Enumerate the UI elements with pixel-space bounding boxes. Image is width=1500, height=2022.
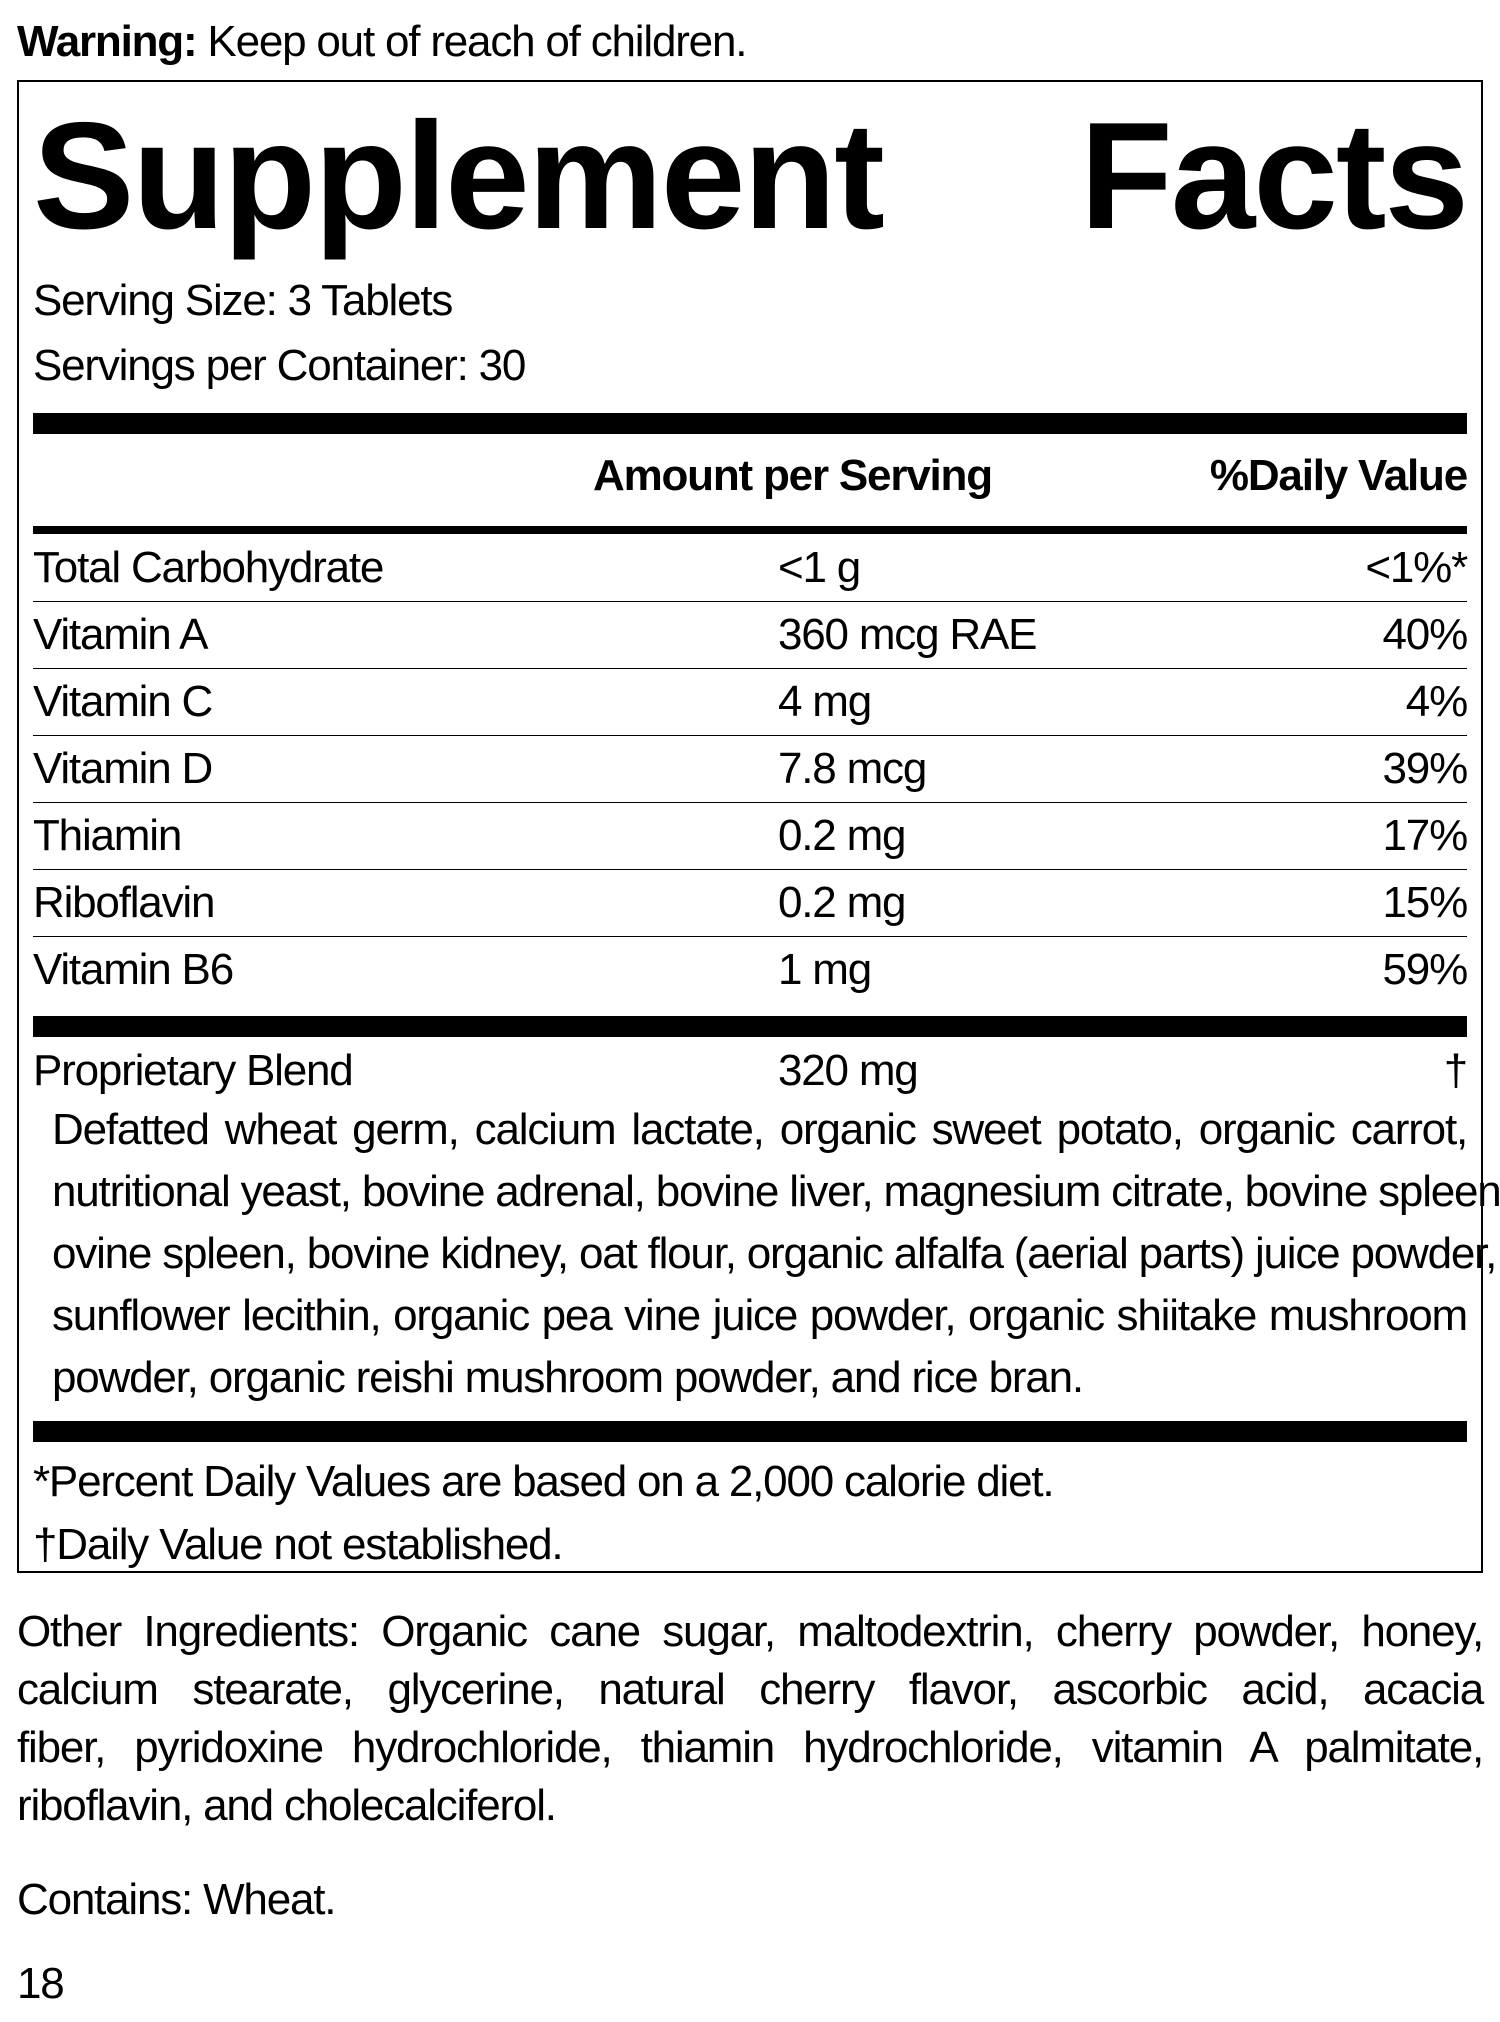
nutrient-amount: 7.8 mcg <box>778 743 927 793</box>
text-line: riboflavin, and cholecalciferol. <box>17 1781 557 1830</box>
nutrient-row: Total Carbohydrate <1 g <1%* <box>33 534 1468 602</box>
panel-title: Supplement Facts <box>33 91 1469 261</box>
servings-per-container: Servings per Container: 30 <box>33 341 526 390</box>
medium-divider <box>33 526 1467 534</box>
nutrient-amount: 0.2 mg <box>778 877 907 927</box>
nutrient-dv: 15% <box>1382 877 1469 927</box>
dv-header: %Daily Value <box>1209 451 1468 500</box>
blend-dv: † <box>1443 1045 1468 1095</box>
nutrient-name: Vitamin C <box>33 676 213 726</box>
nutrient-row: Riboflavin 0.2 mg 15% <box>33 869 1469 937</box>
amount-header: Amount per Serving <box>593 451 993 500</box>
title-word-supplement: Supplement <box>33 91 885 261</box>
text-line: calcium stearate, glycerine, natural che… <box>17 1665 1484 1714</box>
nutrient-amount: 360 mcg RAE <box>778 609 1037 659</box>
nutrient-dv: 17% <box>1382 810 1469 860</box>
allergen-statement: Contains: Wheat. <box>17 1875 337 1924</box>
nutrient-name: Vitamin A <box>33 609 208 659</box>
nutrient-dv: 40% <box>1382 609 1469 659</box>
blend-ingredients: Defatted wheat germ, calcium lactate, or… <box>52 1105 1500 1418</box>
proprietary-blend-row: Proprietary Blend 320 mg † <box>33 1037 1468 1104</box>
warning-text: Warning: Keep out of reach of children. <box>17 17 747 66</box>
title-word-facts: Facts <box>1079 91 1469 261</box>
text-line: ovine spleen, bovine kidney, oat flour, … <box>52 1229 1497 1278</box>
nutrient-amount: <1 g <box>778 542 861 592</box>
other-ingredients: Other Ingredients: Organic cane sugar, m… <box>17 1607 1484 1842</box>
column-header: Amount per Serving %Daily Value <box>33 442 1468 510</box>
blend-name: Proprietary Blend <box>33 1045 354 1095</box>
thick-divider <box>33 1016 1467 1037</box>
nutrient-name: Vitamin B6 <box>33 944 234 994</box>
warning-body: Keep out of reach of children. <box>196 17 747 66</box>
nutrient-row: Vitamin B6 1 mg 59% <box>33 936 1469 1003</box>
nutrient-name: Riboflavin <box>33 877 215 927</box>
thick-divider <box>33 413 1467 434</box>
nutrient-row: Vitamin D 7.8 mcg 39% <box>33 735 1469 803</box>
nutrient-amount: 4 mg <box>778 676 872 726</box>
nutrient-row: Vitamin C 4 mg 4% <box>33 668 1468 736</box>
nutrient-row: Thiamin 0.2 mg 17% <box>33 802 1469 870</box>
nutrient-name: Total Carbohydrate <box>33 542 384 592</box>
nutrient-amount: 1 mg <box>778 944 872 994</box>
text-line: nutritional yeast, bovine adrenal, bovin… <box>52 1167 1500 1216</box>
warning-label: Warning: <box>17 17 198 66</box>
thick-divider <box>33 1421 1467 1442</box>
nutrient-row: Vitamin A 360 mcg RAE 40% <box>33 601 1469 669</box>
page-number: 18 <box>17 1959 65 2008</box>
nutrient-dv: 4% <box>1405 676 1468 726</box>
footnote-percent-dv: *Percent Daily Values are based on a 2,0… <box>33 1457 1055 1506</box>
blend-amount: 320 mg <box>778 1045 919 1095</box>
text-line: Other Ingredients: Organic cane sugar, m… <box>17 1607 1484 1656</box>
nutrient-dv: 39% <box>1382 743 1469 793</box>
text-line: fiber, pyridoxine hydrochloride, thiamin… <box>17 1723 1484 1772</box>
nutrient-dv: <1%* <box>1365 542 1468 592</box>
supplement-facts-panel: Supplement Facts Serving Size: 3 Tablets… <box>17 80 1500 1573</box>
serving-size: Serving Size: 3 Tablets <box>33 276 453 325</box>
text-line: powder, organic reishi mushroom powder, … <box>52 1353 1084 1402</box>
nutrient-name: Thiamin <box>33 810 182 860</box>
nutrient-dv: 59% <box>1382 944 1469 994</box>
footnote-dagger: †Daily Value not established. <box>33 1520 564 1569</box>
nutrient-name: Vitamin D <box>33 743 213 793</box>
text-line: sunflower lecithin, organic pea vine jui… <box>52 1291 1468 1340</box>
text-line: Defatted wheat germ, calcium lactate, or… <box>52 1105 1468 1154</box>
nutrient-amount: 0.2 mg <box>778 810 907 860</box>
